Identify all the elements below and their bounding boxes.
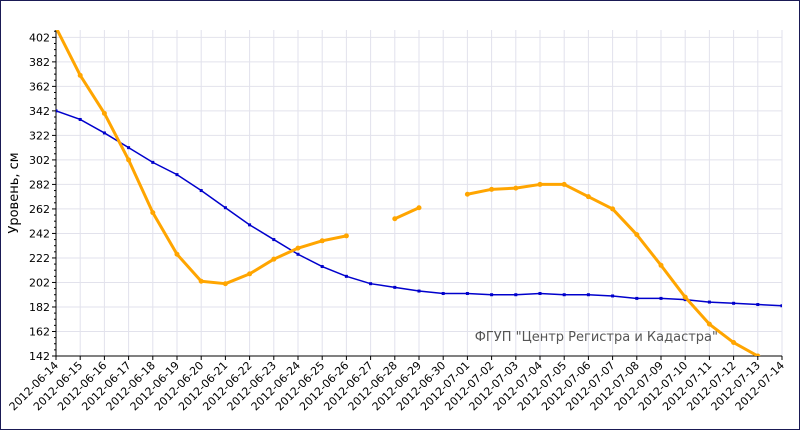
series-point-blue [490, 293, 494, 297]
series-point-blue [538, 291, 542, 295]
series-group [56, 30, 782, 356]
y-tick-label: 362 [29, 80, 50, 93]
y-tick-label: 322 [29, 129, 50, 142]
series-point-blue [369, 282, 373, 286]
series-point-orange [489, 186, 495, 192]
series-point-orange [392, 216, 398, 222]
series-point-orange [174, 251, 180, 257]
series-point-blue [151, 160, 155, 164]
series-point-blue [56, 109, 58, 113]
series-point-blue [417, 289, 421, 293]
series-point-blue [272, 238, 276, 242]
series-point-orange [537, 181, 543, 187]
series-point-blue [562, 293, 566, 297]
series-point-orange [198, 278, 204, 284]
series-point-orange [77, 72, 83, 78]
series-point-blue [320, 265, 324, 269]
series-point-blue [223, 206, 227, 210]
series-point-orange [222, 281, 228, 287]
y-tick-label: 282 [29, 178, 50, 191]
y-tick-label: 182 [29, 301, 50, 314]
series-point-orange [150, 210, 156, 216]
series-point-orange [271, 256, 277, 262]
x-tick-labels: 2012-06-142012-06-152012-06-162012-06-17… [7, 356, 787, 413]
series-point-orange [247, 271, 253, 277]
series-point-orange [585, 194, 591, 200]
series-point-blue [635, 296, 639, 300]
y-tick-label: 302 [29, 154, 50, 167]
series-point-orange [610, 206, 616, 212]
series-point-orange [319, 238, 325, 244]
series-point-orange [706, 321, 712, 327]
series-point-blue [780, 304, 782, 308]
series-point-blue [659, 296, 663, 300]
series-point-blue [586, 293, 590, 297]
series-point-orange [464, 191, 470, 197]
series-point-orange [416, 205, 422, 211]
series-point-blue [296, 252, 300, 256]
series-point-orange [513, 185, 519, 191]
y-tick-label: 142 [29, 350, 50, 363]
y-tick-label: 202 [29, 276, 50, 289]
series-point-orange [126, 157, 132, 163]
series-point-orange [295, 245, 301, 251]
series-point-blue [732, 301, 736, 305]
watermark-text: ФГУП "Центр Регистра и Кадастра" [475, 330, 718, 345]
series-line-orange [393, 206, 421, 221]
y-tick-label: 222 [29, 252, 50, 265]
series-point-blue [514, 293, 518, 297]
y-tick-label: 162 [29, 325, 50, 338]
series-point-orange [755, 353, 761, 356]
series-point-blue [756, 303, 760, 307]
y-tick-label: 402 [29, 31, 50, 44]
series-point-blue [344, 274, 348, 278]
y-tick-label: 262 [29, 203, 50, 216]
series-point-orange [634, 232, 640, 238]
series-point-orange [658, 262, 664, 268]
grid-vertical [79, 30, 783, 356]
series-point-orange [56, 30, 57, 31]
series-point-orange [731, 340, 737, 346]
y-tick-label: 342 [29, 105, 50, 118]
series-point-blue [199, 189, 203, 193]
grid-horizontal [56, 36, 782, 332]
y-axis-label: Уровень, см [7, 152, 22, 233]
series-point-blue [393, 285, 397, 289]
series-point-blue [127, 146, 131, 150]
series-point-orange [561, 181, 567, 187]
series-point-blue [441, 291, 445, 295]
series-point-orange [101, 110, 107, 116]
series-point-orange [682, 294, 688, 300]
y-tick-label: 242 [29, 227, 50, 240]
series-point-blue [175, 173, 179, 177]
series-point-blue [465, 291, 469, 295]
y-tick-label: 382 [29, 56, 50, 69]
series-point-orange [343, 233, 349, 239]
y-tick-labels: 142 162 182 202 222 242 262 282 302 322 342 362 382 4… [29, 30, 56, 363]
series-point-blue [611, 294, 615, 298]
series-point-blue [102, 131, 106, 135]
series-point-blue [248, 223, 252, 227]
series-point-blue [78, 117, 82, 121]
series-point-blue [707, 300, 711, 304]
